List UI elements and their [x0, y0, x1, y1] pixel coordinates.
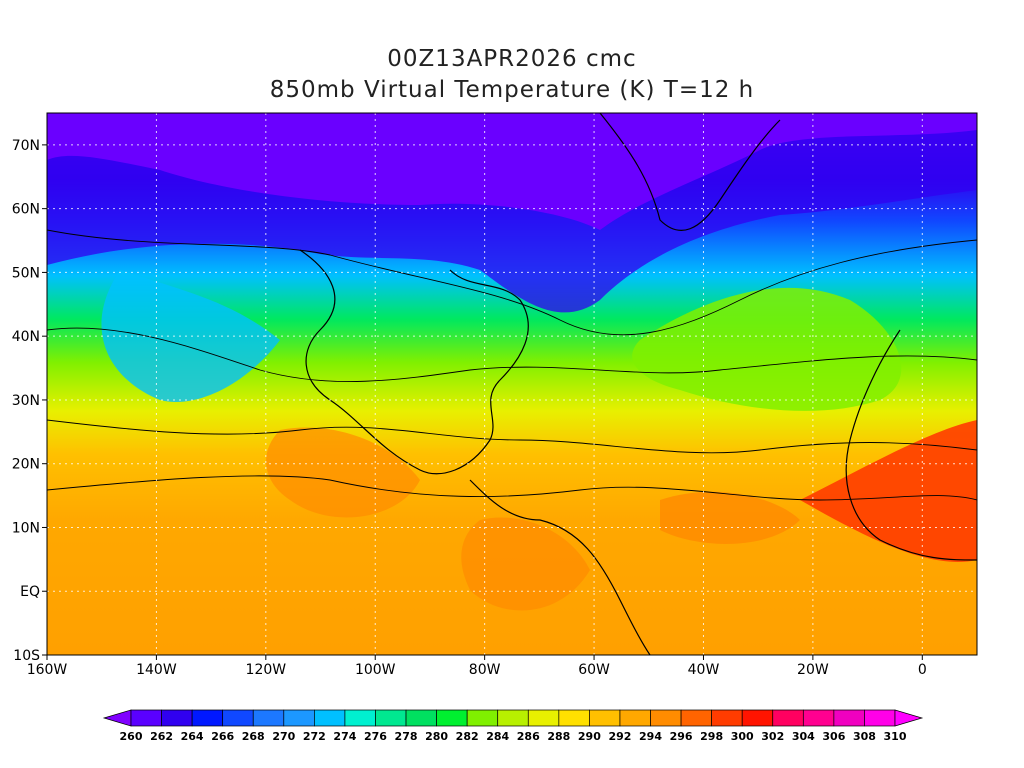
mexico-warm-patch	[266, 427, 420, 518]
graticule	[42, 113, 977, 660]
plot-title: 00Z13APR2026 cmc 850mb Virtual Temperatu…	[0, 44, 1024, 106]
colorbar-level-label: 294	[639, 730, 662, 743]
colorbar-swatch	[466, 709, 499, 727]
lat-tick-label: 40N	[12, 329, 40, 345]
south-america-warm-patch	[461, 517, 590, 611]
colorbar-low-arrow	[102, 709, 132, 727]
polar-core	[47, 113, 977, 230]
lon-tick-label: 20W	[797, 662, 829, 678]
longitude-labels: 160W 140W 120W 100W 80W 60W 40W 20W 0	[27, 662, 927, 678]
colorbar-swatch	[589, 709, 621, 727]
colorbar-swatch	[497, 709, 529, 727]
colorbar-swatch	[680, 709, 712, 727]
lat-tick-label: 10N	[12, 520, 40, 536]
colorbar-level-label: 266	[211, 730, 234, 743]
south-america-coast	[469, 479, 651, 655]
colorbar-swatch	[802, 709, 835, 727]
colorbar-level-label: 272	[303, 730, 326, 743]
colorbar-level-label: 308	[853, 730, 876, 743]
colorbar-swatch	[864, 709, 896, 727]
colorbar-level-label: 264	[181, 730, 204, 743]
colorbar-level-label: 262	[150, 730, 173, 743]
colorbar-level-label: 276	[364, 730, 387, 743]
north-america-coast	[299, 249, 529, 475]
colorbar-level-label: 268	[242, 730, 265, 743]
title-line-1: 00Z13APR2026 cmc	[387, 46, 637, 72]
colorbar-swatch	[405, 709, 437, 727]
colorbar-level-label: 300	[731, 730, 754, 743]
lat-tick-label: 50N	[12, 265, 40, 281]
colorbar-swatch	[436, 709, 468, 727]
colorbar-level-label: 270	[272, 730, 295, 743]
lon-tick-label: 100W	[355, 662, 396, 678]
lon-tick-label: 120W	[246, 662, 287, 678]
lat-tick-label: 10S	[13, 648, 40, 664]
colorbar-level-label: 290	[578, 730, 601, 743]
pacific-cool-pool	[101, 270, 280, 402]
colorbar-swatch	[130, 709, 162, 727]
lat-tick-label: 20N	[12, 457, 40, 473]
colorbar-level-label: 306	[822, 730, 845, 743]
colorbar-level-label: 260	[120, 730, 143, 743]
colorbar-level-label: 304	[792, 730, 815, 743]
colorbar-swatch	[619, 709, 651, 727]
colorbar-level-label: 282	[456, 730, 479, 743]
lon-tick-label: 60W	[578, 662, 610, 678]
colorbar-swatch	[252, 709, 285, 727]
colorbar-swatch	[222, 709, 254, 727]
contour-line-2	[47, 327, 977, 382]
colorbar-swatch	[772, 709, 804, 727]
colorbar-level-label: 288	[547, 730, 570, 743]
lat-tick-label: 60N	[12, 202, 40, 218]
lon-tick-label: 140W	[136, 662, 177, 678]
title-line-2: 850mb Virtual Temperature (K) T=12 h	[269, 77, 755, 103]
colorbar-swatch	[527, 709, 560, 727]
colorbar-swatch	[711, 709, 743, 727]
contour-line-4	[47, 475, 977, 501]
lon-tick-label: 80W	[469, 662, 501, 678]
temperature-field	[47, 113, 977, 655]
colorbar	[102, 709, 924, 727]
colorbar-level-label: 284	[486, 730, 509, 743]
contour-line-3	[47, 419, 977, 454]
colorbar-level-label: 280	[425, 730, 448, 743]
colorbar-labels: 260 262 264 266 268 270 272 274 276 278 280 282 284 2…	[120, 730, 907, 743]
saharan-warm-core	[800, 420, 977, 562]
colorbar-level-label: 278	[395, 730, 418, 743]
colorbar-level-label: 298	[700, 730, 723, 743]
map-frame	[46, 112, 978, 656]
colorbar-swatch	[833, 709, 865, 727]
africa-coast	[845, 329, 977, 561]
lat-tick-label: 70N	[12, 138, 40, 154]
colorbar-swatch	[161, 709, 193, 727]
colorbar-level-label: 274	[333, 730, 356, 743]
colorbar-swatch	[191, 709, 224, 727]
lat-tick-label: EQ	[20, 584, 40, 600]
colorbar-swatch	[314, 709, 346, 727]
lon-tick-label: 160W	[27, 662, 68, 678]
colorbar-swatch	[283, 709, 315, 727]
latitude-labels: 70N 60N 50N 40N 30N 20N 10N EQ 10S	[12, 138, 40, 664]
contour-line-1	[47, 229, 977, 336]
atlantic-warm-patch	[660, 491, 800, 544]
colorbar-level-label: 292	[608, 730, 631, 743]
lat-tick-label: 30N	[12, 393, 40, 409]
colorbar-swatch	[650, 709, 682, 727]
greenland-coast	[599, 113, 781, 231]
colorbar-swatch	[375, 709, 407, 727]
colorbar-swatch	[558, 709, 590, 727]
colorbar-level-label: 296	[670, 730, 693, 743]
colorbar-high-arrow	[894, 709, 924, 727]
colorbar-swatch	[344, 709, 376, 727]
lon-tick-label: 40W	[688, 662, 720, 678]
colorbar-level-label: 310	[884, 730, 907, 743]
colorbar-level-label: 302	[761, 730, 784, 743]
lon-tick-label: 0	[918, 662, 927, 678]
colorbar-level-label: 286	[517, 730, 540, 743]
colorbar-swatch	[741, 709, 774, 727]
